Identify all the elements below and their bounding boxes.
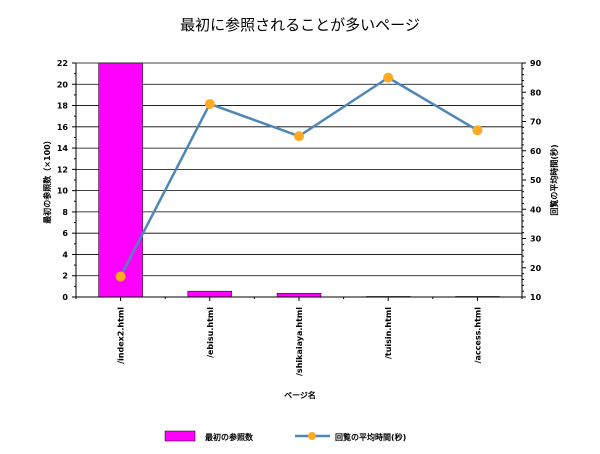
legend-line-label: 回覧の平均時間(秒): [335, 432, 406, 442]
left-axis-label: 最初の参照数（×100）: [42, 136, 52, 223]
left-axis-ticks: 0 2 4 6 8 10 12 14 16 18 20 22: [57, 59, 76, 302]
x-tick-label: /tuisin.html: [384, 307, 393, 359]
line-series: [115, 72, 483, 282]
x-tick-label: /ebisu.html: [206, 307, 215, 358]
x-tick-label: /shikaiaya.html: [295, 307, 304, 376]
bar: [187, 290, 233, 298]
bar: [276, 293, 322, 298]
left-tick-label: 6: [62, 229, 68, 238]
left-tick-label: 2: [62, 272, 68, 281]
right-tick-label: 40: [530, 205, 542, 214]
bar: [98, 62, 143, 298]
right-tick-label: 90: [530, 59, 542, 68]
grid-lines: [76, 62, 522, 277]
right-tick-label: 20: [530, 264, 542, 273]
right-tick-label: 50: [530, 176, 542, 185]
left-tick-label: 16: [57, 123, 69, 132]
right-tick-label: 80: [530, 88, 542, 97]
left-tick-label: 4: [62, 250, 68, 259]
left-tick-label: 10: [57, 187, 69, 196]
left-tick-label: 0: [62, 293, 68, 302]
legend: 最初の参照数 回覧の平均時間(秒): [164, 430, 406, 442]
legend-bar-label: 最初の参照数: [205, 432, 254, 442]
left-tick-label: 14: [57, 144, 69, 153]
right-tick-label: 60: [530, 147, 542, 156]
line-point: [472, 125, 483, 136]
x-axis-ticks: /index2.html/ebisu.html/shikaiaya.html/t…: [75, 297, 523, 376]
line-point: [294, 131, 304, 142]
right-tick-label: 10: [530, 293, 542, 302]
left-tick-label: 20: [57, 80, 69, 89]
right-tick-label: 70: [530, 118, 542, 127]
left-tick-label: 18: [57, 102, 69, 111]
right-tick-label: 30: [530, 235, 542, 244]
legend-bar-swatch: [164, 430, 196, 442]
line-point: [115, 271, 126, 282]
bar-series: [98, 62, 500, 298]
right-axis-ticks: 10 20 30 40 50 60 70 80 90: [522, 59, 542, 302]
x-tick-label: /index2.html: [117, 307, 126, 364]
axes: [75, 63, 523, 298]
legend-line-marker: [308, 432, 316, 440]
line-point: [383, 72, 394, 83]
left-tick-label: 22: [57, 59, 68, 68]
right-axis-label: 回覧の平均時間(秒): [549, 144, 559, 215]
line-point: [204, 98, 215, 109]
chart-title: 最初に参照されることが多いページ: [180, 16, 420, 34]
left-tick-label: 12: [57, 165, 68, 174]
series-line: [119, 76, 479, 278]
x-axis-label: ページ名: [284, 390, 316, 400]
x-tick-label: /access.html: [473, 307, 482, 364]
left-tick-label: 8: [62, 208, 68, 217]
